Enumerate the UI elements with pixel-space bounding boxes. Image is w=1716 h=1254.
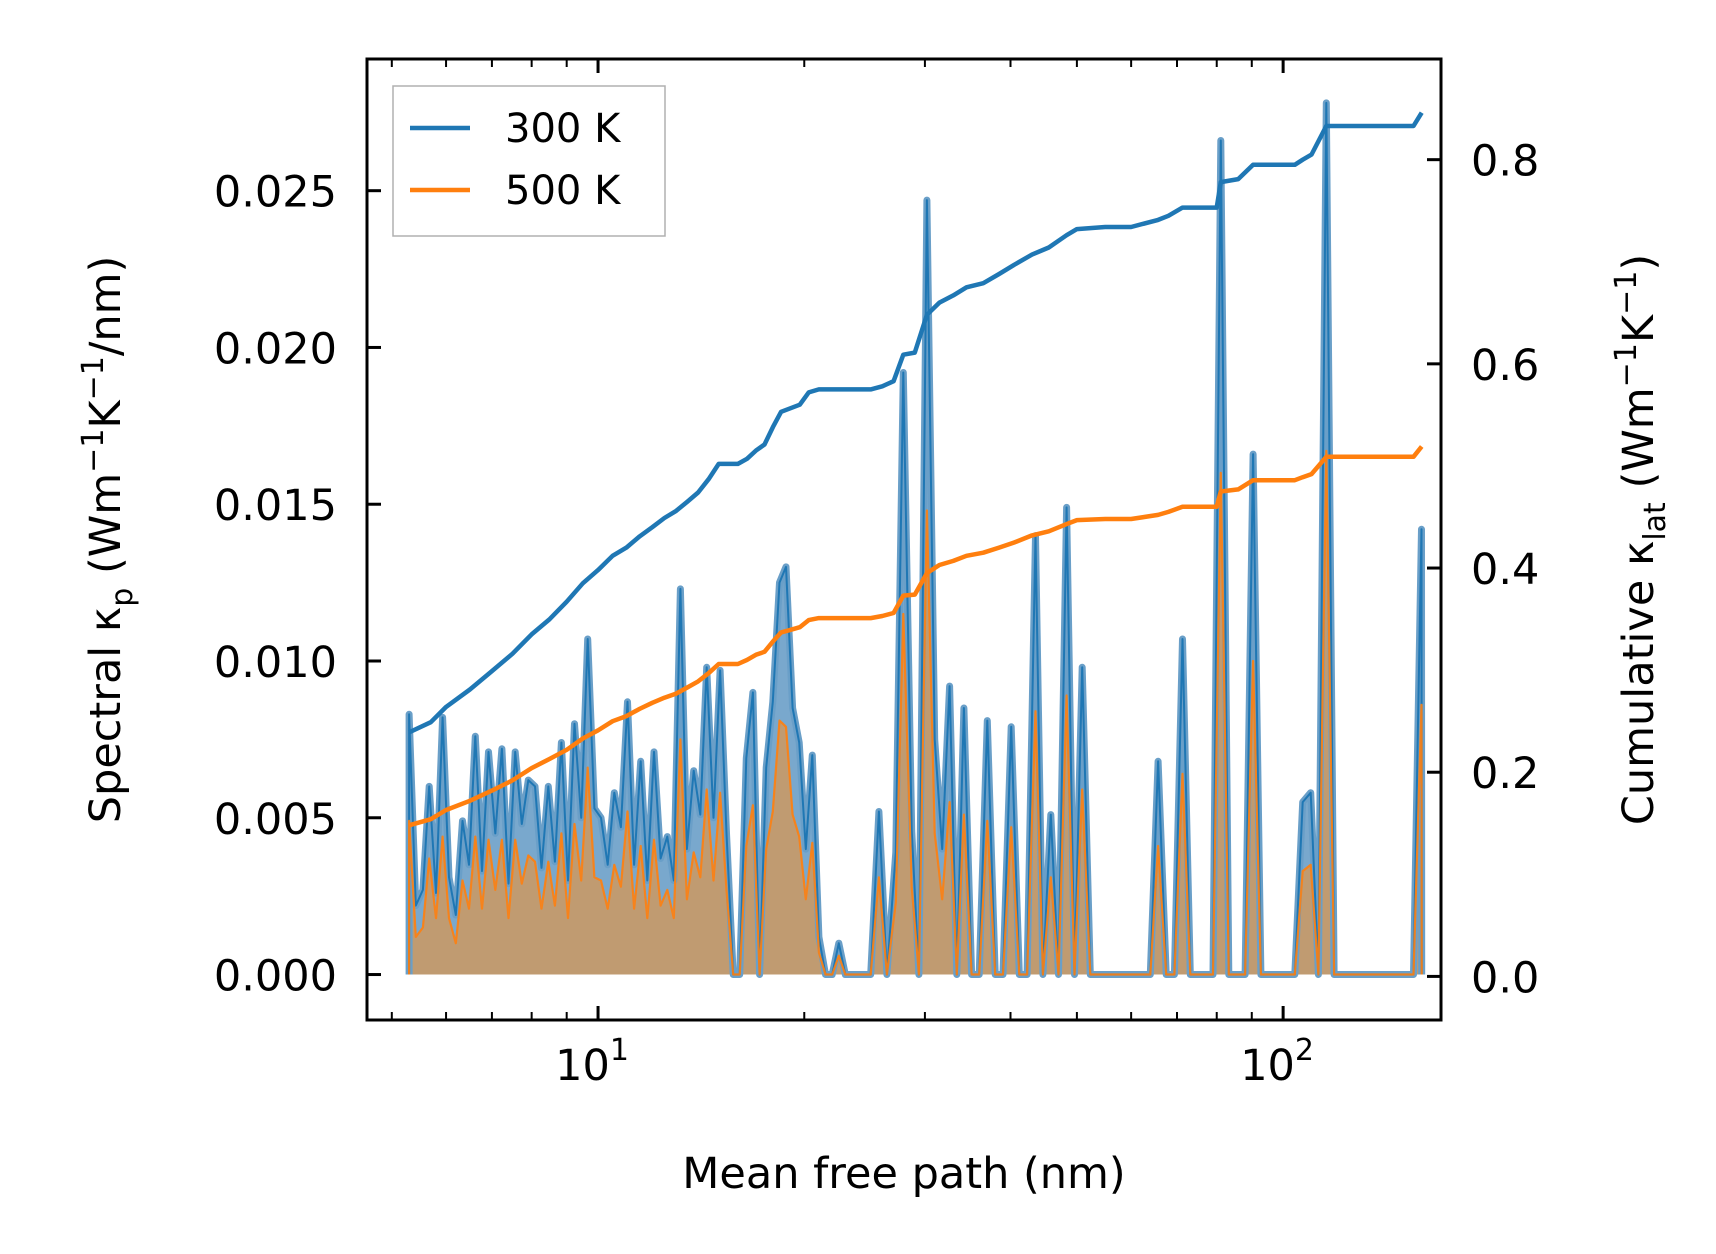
y-left-tick-label-5: 0.025	[214, 168, 337, 218]
y-left-tick-label-4: 0.020	[214, 324, 337, 374]
x-tick-exponent: 2	[1295, 1033, 1314, 1068]
y-right-label-unit-mid: K	[1614, 313, 1664, 343]
y-left-tick-label-2: 0.010	[214, 638, 337, 688]
legend-label-500K: 500 K	[505, 168, 622, 214]
y-left-label-sub: p	[105, 588, 140, 607]
y-left-label-unit-prefix: (Wm	[81, 473, 131, 588]
y-right-label-exp2: −1	[1609, 271, 1644, 315]
spectral-line-500K	[408, 449, 1423, 976]
plot-frame	[365, 57, 1443, 1022]
y-right-label-base: Cumulative κ	[1614, 541, 1664, 825]
y-left-tick-label-0: 0.000	[214, 952, 337, 1002]
cumulative-line-layer	[408, 111, 1424, 828]
y-left-label-unit-suffix: /nm)	[81, 256, 131, 356]
spectral-line-300K	[408, 101, 1423, 976]
y-right-tick-label-4: 0.8	[1471, 137, 1539, 187]
x-axis-label: Mean free path (nm)	[682, 1149, 1125, 1199]
y-right-tick-label-2: 0.4	[1471, 545, 1539, 595]
y-left-label-unit-mid: K	[81, 399, 131, 429]
legend: 300 K 500 K	[392, 85, 666, 237]
y-left-tick-label-3: 0.015	[214, 481, 337, 531]
x-tick-label-0: 101	[555, 1033, 629, 1091]
tick-label-layer: 101 1020.0000.0050.0100.0150.0200.0250.00…	[214, 137, 1540, 1091]
y-right-tick-label-0: 0.0	[1471, 953, 1539, 1003]
x-tick-base: 10	[555, 1041, 610, 1091]
x-tick-base: 10	[1240, 1041, 1295, 1091]
cumulative-line-500K	[408, 445, 1424, 828]
y-right-tick-label-1: 0.2	[1471, 749, 1539, 799]
cumulative-line-300K	[408, 111, 1424, 735]
y-left-label-exp2: −1	[76, 356, 111, 400]
y-right-tick-label-3: 0.6	[1471, 341, 1539, 391]
y-right-label-sub: lat	[1638, 502, 1673, 541]
y-right-label-unit-suffix: )	[1614, 254, 1664, 271]
y-axis-left-label: Spectral κp (Wm−1K−1/nm)	[76, 256, 140, 824]
y-axis-right-label: Cumulative κlat (Wm−1K−1)	[1609, 254, 1673, 825]
y-left-label-exp1: −1	[76, 429, 111, 473]
legend-label-300K: 300 K	[505, 106, 622, 152]
x-tick-exponent: 1	[610, 1033, 629, 1068]
tick-layer	[367, 59, 1441, 1020]
spectral-line-layer	[405, 99, 1426, 978]
y-right-label-unit-prefix: (Wm	[1614, 387, 1664, 502]
y-left-label-base: Spectral κ	[81, 607, 131, 824]
legend-box	[392, 85, 666, 237]
x-tick-label-1: 102	[1240, 1033, 1314, 1091]
y-right-label-exp1: −1	[1609, 343, 1644, 387]
y-left-tick-label-1: 0.005	[214, 795, 337, 845]
